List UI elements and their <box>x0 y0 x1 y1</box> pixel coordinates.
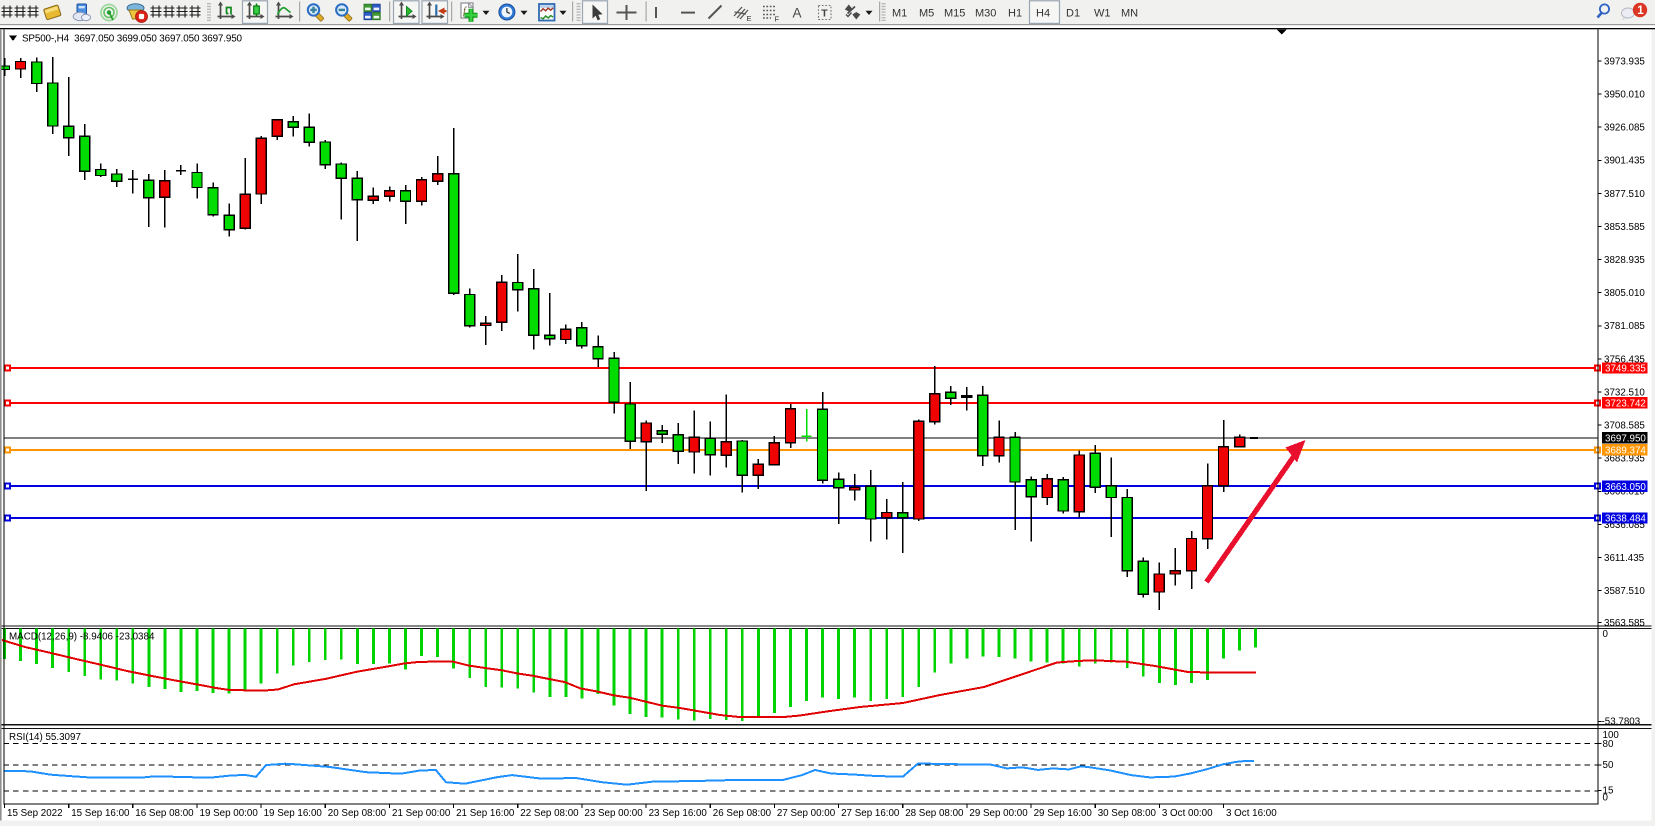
svg-text:27 Sep 00:00: 27 Sep 00:00 <box>777 808 836 819</box>
svg-text:29 Sep 16:00: 29 Sep 16:00 <box>1034 808 1093 819</box>
svg-text:3756.435: 3756.435 <box>1604 354 1645 365</box>
svg-text:3749.335: 3749.335 <box>1605 364 1646 375</box>
svg-text:80: 80 <box>1603 739 1614 750</box>
svg-text:MACD(12,26,9) -8.9406 -23.0384: MACD(12,26,9) -8.9406 -23.0384 <box>9 632 155 643</box>
svg-text:3973.935: 3973.935 <box>1604 56 1645 67</box>
svg-text:3660.010: 3660.010 <box>1604 487 1645 498</box>
svg-text:19 Sep 00:00: 19 Sep 00:00 <box>200 808 259 819</box>
svg-text:3697.950: 3697.950 <box>1605 433 1646 444</box>
svg-text:100: 100 <box>1603 730 1620 741</box>
svg-text:3732.510: 3732.510 <box>1604 387 1645 398</box>
svg-text:3587.510: 3587.510 <box>1604 586 1645 597</box>
svg-text:H4: H4 <box>1036 8 1050 20</box>
svg-text:3805.010: 3805.010 <box>1604 288 1645 299</box>
svg-text:3 Oct 00:00: 3 Oct 00:00 <box>1162 808 1213 819</box>
svg-text:23 Sep 16:00: 23 Sep 16:00 <box>649 808 708 819</box>
svg-text:W1: W1 <box>1094 8 1111 20</box>
svg-text:M15: M15 <box>944 8 965 20</box>
svg-text:26 Sep 08:00: 26 Sep 08:00 <box>713 808 772 819</box>
svg-text:3563.585: 3563.585 <box>1604 618 1645 629</box>
svg-text:3689.374: 3689.374 <box>1605 445 1646 456</box>
svg-text:3 Oct 16:00: 3 Oct 16:00 <box>1226 808 1277 819</box>
svg-text:MN: MN <box>1121 8 1138 20</box>
svg-text:30 Sep 08:00: 30 Sep 08:00 <box>1098 808 1157 819</box>
svg-text:22 Sep 08:00: 22 Sep 08:00 <box>520 808 579 819</box>
svg-text:f: f <box>463 6 467 17</box>
svg-text:3828.935: 3828.935 <box>1604 255 1645 266</box>
svg-text:3636.085: 3636.085 <box>1604 520 1645 531</box>
svg-text:3877.510: 3877.510 <box>1604 189 1645 200</box>
svg-text:-53.7803: -53.7803 <box>1602 717 1641 728</box>
svg-text:29 Sep 00:00: 29 Sep 00:00 <box>969 808 1028 819</box>
svg-text:3683.935: 3683.935 <box>1604 454 1645 465</box>
svg-text:23 Sep 00:00: 23 Sep 00:00 <box>584 808 643 819</box>
svg-text:15: 15 <box>1603 786 1614 797</box>
svg-text:H1: H1 <box>1008 8 1022 20</box>
svg-text:3781.085: 3781.085 <box>1604 321 1645 332</box>
svg-text:19 Sep 16:00: 19 Sep 16:00 <box>264 808 323 819</box>
svg-text:21 Sep 00:00: 21 Sep 00:00 <box>392 808 451 819</box>
svg-text:3611.435: 3611.435 <box>1604 553 1645 564</box>
svg-text:28 Sep 08:00: 28 Sep 08:00 <box>905 808 964 819</box>
svg-text:A: A <box>793 6 802 21</box>
svg-text:1: 1 <box>1637 5 1644 17</box>
svg-text:3723.742: 3723.742 <box>1605 398 1646 409</box>
svg-text:16 Sep 08:00: 16 Sep 08:00 <box>135 808 194 819</box>
svg-text:20 Sep 08:00: 20 Sep 08:00 <box>328 808 387 819</box>
svg-text:RSI(14) 55.3097: RSI(14) 55.3097 <box>9 732 81 743</box>
svg-text:3950.010: 3950.010 <box>1604 90 1645 101</box>
svg-text:SP500-,H4 3697.050 3699.050 3: SP500-,H4 3697.050 3699.050 3697.050 369… <box>22 34 243 45</box>
svg-text:3638.484: 3638.484 <box>1605 514 1646 525</box>
svg-text:3708.585: 3708.585 <box>1604 421 1645 432</box>
svg-text:M5: M5 <box>919 8 934 20</box>
svg-text:T: T <box>821 8 828 20</box>
svg-text:F: F <box>775 15 780 24</box>
svg-text:3853.585: 3853.585 <box>1604 222 1645 233</box>
svg-text:50: 50 <box>1603 760 1614 771</box>
svg-text:0: 0 <box>1603 793 1609 804</box>
svg-text:15 Sep 2022: 15 Sep 2022 <box>7 808 63 819</box>
svg-text:E: E <box>747 14 752 23</box>
svg-text:M30: M30 <box>975 8 996 20</box>
svg-text:3663.050: 3663.050 <box>1605 482 1646 493</box>
svg-text:0: 0 <box>1603 629 1609 640</box>
svg-text:21 Sep 16:00: 21 Sep 16:00 <box>456 808 515 819</box>
svg-text:15 Sep 16:00: 15 Sep 16:00 <box>71 808 130 819</box>
svg-text:3901.435: 3901.435 <box>1604 156 1645 167</box>
svg-text:3926.085: 3926.085 <box>1604 123 1645 134</box>
svg-text:D1: D1 <box>1066 8 1080 20</box>
svg-text:27 Sep 16:00: 27 Sep 16:00 <box>841 808 900 819</box>
svg-text:M1: M1 <box>892 8 907 20</box>
